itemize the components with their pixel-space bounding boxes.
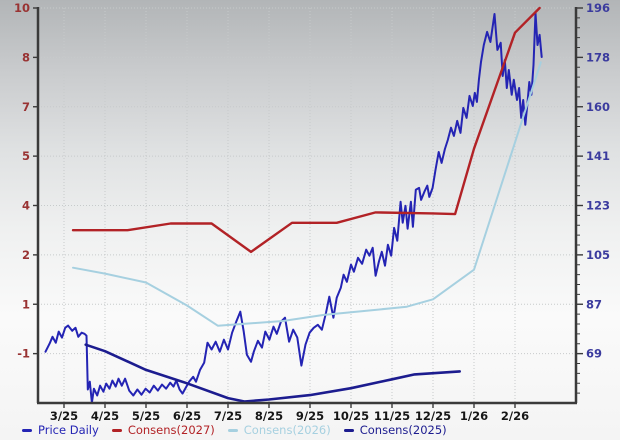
chart-legend: Price Daily Consens(2027) Consens(2026) … bbox=[22, 422, 447, 438]
legend-label: Consens(2026) bbox=[243, 423, 331, 437]
right-axis-tick-label: 160 bbox=[586, 100, 610, 114]
legend-item-price-daily: Price Daily bbox=[22, 423, 99, 437]
x-axis-tick-label: 5/25 bbox=[132, 409, 160, 423]
left-axis-tick-label: 1 bbox=[22, 297, 30, 311]
consens-2025-line bbox=[84, 343, 462, 403]
left-axis-tick-label: 8 bbox=[22, 50, 30, 64]
legend-label: Consens(2025) bbox=[359, 423, 447, 437]
left-axis-tick-label: 5 bbox=[22, 149, 30, 163]
right-axis-tick-label: 123 bbox=[586, 199, 610, 213]
x-axis-tick-label: 12/25 bbox=[415, 409, 451, 423]
left-axis-tick-label: 4 bbox=[22, 199, 30, 213]
legend-label: Consens(2027) bbox=[127, 423, 215, 437]
x-axis-tick-label: 2/26 bbox=[501, 409, 529, 423]
x-axis-tick-label: 10/25 bbox=[333, 409, 369, 423]
x-axis-tick-label: 8/25 bbox=[255, 409, 283, 423]
left-axis-tick-label: 10 bbox=[14, 1, 30, 15]
consens-2025-legend-marker-icon bbox=[343, 428, 354, 432]
x-axis-tick-label: 11/25 bbox=[374, 409, 410, 423]
right-axis-tick-label: 196 bbox=[586, 1, 610, 15]
consens-2026-line bbox=[72, 61, 542, 327]
x-axis-tick-label: 7/25 bbox=[214, 409, 242, 423]
right-axis-tick-label: 105 bbox=[586, 248, 610, 262]
price-daily-legend-marker-icon bbox=[22, 428, 32, 432]
consens-2027-line bbox=[71, 6, 541, 254]
x-axis-tick-label: 1/26 bbox=[460, 409, 488, 423]
right-axis-tick-label: 141 bbox=[586, 149, 610, 163]
legend-item-consens-2025: Consens(2025) bbox=[343, 423, 447, 437]
price-daily-line bbox=[44, 11, 543, 404]
x-axis-tick-label: 9/25 bbox=[296, 409, 324, 423]
right-axis-tick-label: 178 bbox=[586, 50, 610, 64]
legend-item-consens-2026: Consens(2026) bbox=[227, 423, 331, 437]
legend-item-consens-2027: Consens(2027) bbox=[111, 423, 215, 437]
x-axis-tick-label: 4/25 bbox=[91, 409, 119, 423]
x-axis-tick-label: 6/25 bbox=[173, 409, 201, 423]
left-axis-tick-label: -1 bbox=[17, 347, 30, 361]
x-axis-tick-label: 3/25 bbox=[50, 409, 78, 423]
right-axis-tick-label: 69 bbox=[586, 347, 602, 361]
right-axis-tick-label: 87 bbox=[586, 297, 602, 311]
consens-2027-legend-marker-icon bbox=[111, 428, 122, 432]
legend-label: Price Daily bbox=[38, 423, 99, 437]
left-axis-tick-label: 2 bbox=[22, 248, 30, 262]
consens-2026-legend-marker-icon bbox=[227, 428, 238, 432]
left-axis-tick-label: 7 bbox=[22, 100, 30, 114]
